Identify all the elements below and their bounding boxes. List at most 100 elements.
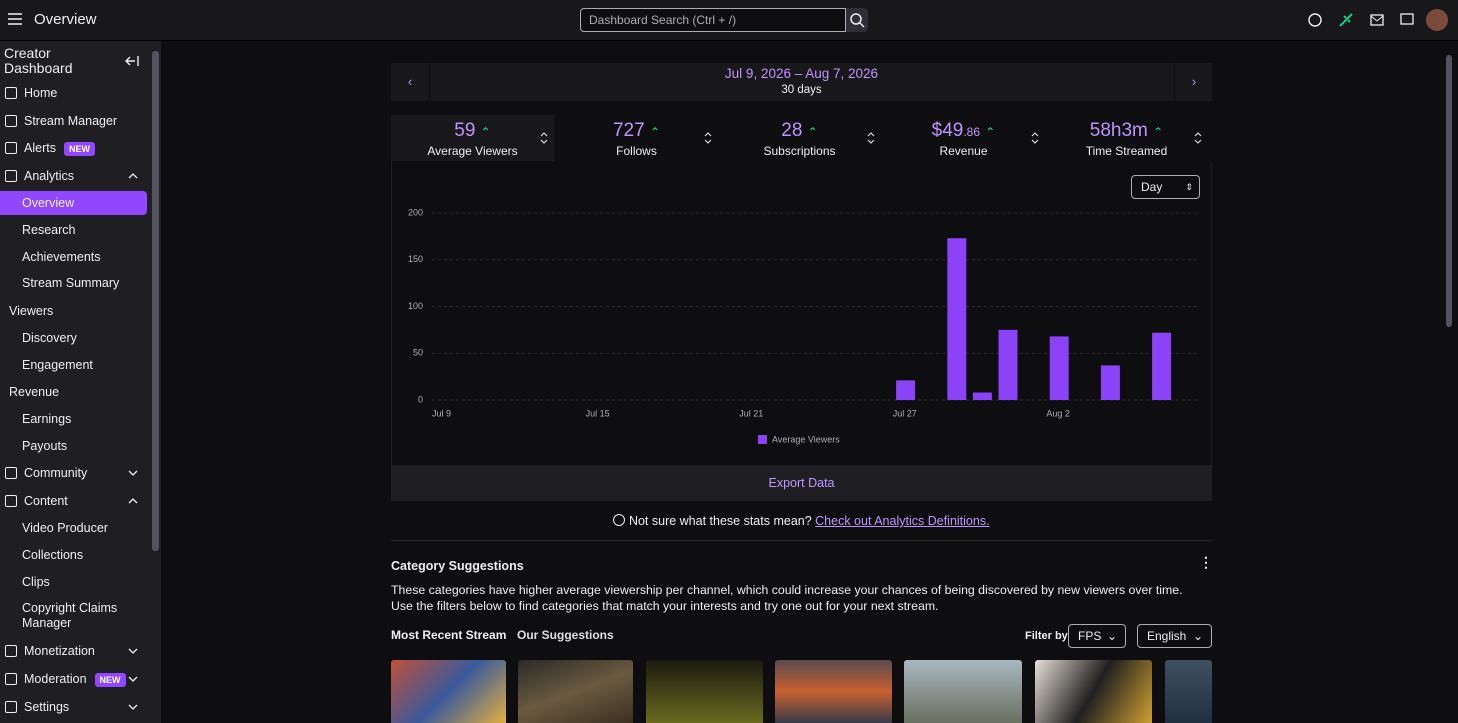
filter-label: Filter by (1025, 630, 1068, 642)
nav-item[interactable]: Community (0, 461, 147, 485)
nav-label: Earnings (22, 412, 72, 426)
nav-item[interactable]: Payouts (0, 434, 147, 458)
chart-card (391, 161, 1212, 465)
nav-label: Moderation (24, 672, 87, 686)
stat-label: Revenue (939, 144, 988, 158)
y-tick-label: 0 (418, 394, 423, 404)
nav-item[interactable]: Overview (0, 191, 147, 215)
nav-icon (5, 701, 17, 713)
nav-item[interactable]: Research (0, 218, 147, 242)
nav-item[interactable]: Copyright Claims Manager (0, 601, 147, 633)
nav-item[interactable]: Collections (0, 543, 147, 567)
x-tick-label: Jul 9 (432, 408, 451, 418)
bar (972, 392, 992, 400)
nav-label: Settings (24, 700, 70, 714)
sort-icon (704, 132, 712, 144)
stat-tab[interactable]: $49.86 ⌃ Revenue (882, 115, 1045, 161)
nav-icon (5, 115, 17, 127)
sort-icon (1194, 132, 1202, 144)
x-tick-label: Jul 15 (586, 408, 610, 418)
sidebar-scrollbar[interactable] (152, 51, 159, 551)
nav-label: Content (24, 494, 68, 508)
whisper-icon[interactable] (1399, 12, 1415, 28)
sort-icon (867, 132, 875, 144)
interval-select[interactable]: Day ⇕ (1131, 175, 1200, 199)
nav-label: Video Producer (22, 521, 108, 535)
filter-value: FPS (1078, 629, 1102, 643)
help-text: Not sure what these stats mean? (628, 514, 812, 528)
bar (896, 380, 916, 400)
nav-item[interactable]: Viewers (0, 299, 147, 323)
nav-item[interactable]: Clips (0, 570, 147, 594)
date-range: Jul 9, 2026 – Aug 7, 2026 (724, 66, 879, 81)
menu-button[interactable] (5, 9, 25, 29)
nav-item[interactable]: Home (0, 81, 147, 105)
nav-item[interactable]: Monetization (0, 639, 147, 663)
nav-item[interactable]: Stream Manager (0, 109, 147, 133)
nav-label: Stream Manager (24, 114, 118, 128)
filter-value: English (1147, 629, 1187, 643)
nav-item[interactable]: Discovery (0, 326, 147, 350)
nav-label: Collections (22, 548, 84, 562)
inbox-icon[interactable] (1369, 12, 1385, 28)
category-thumbnail[interactable] (518, 660, 633, 723)
nav-item[interactable]: Moderation NEW (0, 667, 147, 691)
tab[interactable]: Most Recent Stream (391, 628, 507, 642)
avatar[interactable] (1426, 9, 1448, 31)
nav-label: Overview (22, 196, 75, 210)
nav-item[interactable]: Achievements (0, 245, 147, 269)
filter-select[interactable]: English ⌄ (1137, 624, 1212, 648)
category-thumbnail[interactable] (646, 660, 763, 723)
nav-icon (5, 467, 17, 479)
prev-button[interactable]: ‹ (391, 63, 430, 101)
chevron (128, 173, 138, 179)
more-button[interactable]: ⋮ (1199, 554, 1213, 570)
stat-tab[interactable]: 727 ⌃ Follows (555, 115, 718, 161)
nav-item[interactable]: Stream Summary (0, 271, 147, 295)
nav-item[interactable]: Revenue (0, 380, 147, 404)
stat-value: $49 (931, 120, 964, 141)
divider (391, 540, 1212, 541)
nav-item[interactable]: Content (0, 489, 147, 513)
collapse-button[interactable] (124, 54, 140, 68)
x-tick-label: Jul 27 (893, 408, 917, 418)
sort-icon (540, 132, 548, 144)
date-bar: ‹ › Jul 9, 2026 – Aug 7, 2026 30 days (391, 63, 1212, 101)
crown-icon[interactable] (1338, 12, 1354, 28)
nav-item[interactable]: Alerts NEW (0, 136, 147, 160)
search-button[interactable] (846, 8, 868, 32)
category-thumbnail[interactable] (391, 660, 506, 723)
category-thumbnail[interactable] (775, 660, 892, 723)
chevron (128, 704, 138, 710)
nav-badge: NEW (63, 141, 95, 156)
stat-tab[interactable]: 28 ⌃ Subscriptions (718, 115, 881, 161)
filter-select[interactable]: FPS ⌄ (1068, 624, 1126, 648)
nav-item[interactable]: Earnings (0, 407, 147, 431)
category-thumbnail[interactable] (1035, 660, 1152, 723)
nav-item[interactable]: Engagement (0, 353, 147, 377)
export-button[interactable]: Export Data (391, 465, 1212, 501)
nav-item[interactable]: Settings (0, 695, 147, 719)
y-tick-label: 100 (408, 301, 423, 311)
help-icon[interactable] (1307, 12, 1323, 28)
search-input[interactable]: Dashboard Search (Ctrl + /) (580, 8, 846, 32)
stat-label: Average Viewers (427, 144, 518, 158)
stat-tab[interactable]: 59 ⌃ Average Viewers (391, 115, 554, 163)
nav-label: Monetization (24, 644, 95, 658)
stat-label: Follows (616, 144, 657, 158)
bar (1100, 365, 1120, 400)
y-tick-label: 50 (413, 348, 423, 358)
section-title: Category Suggestions (391, 559, 524, 573)
help-link[interactable]: Check out Analytics Definitions. (815, 514, 990, 528)
stat-tab[interactable]: 58h3m ⌃ Time Streamed (1045, 115, 1208, 161)
nav-item[interactable]: Video Producer (0, 516, 147, 540)
category-thumbnail[interactable] (904, 660, 1022, 723)
page-title: Overview (34, 11, 97, 28)
next-button[interactable]: › (1174, 63, 1213, 101)
nav-item[interactable]: Analytics (0, 164, 147, 188)
chart: text { font-family: "Liberation Sans", s… (408, 207, 1200, 444)
category-thumbnail[interactable] (1165, 660, 1212, 723)
tab[interactable]: Our Suggestions (517, 628, 614, 642)
page-scrollbar[interactable] (1446, 55, 1452, 327)
help-line: Not sure what these stats mean? Check ou… (391, 514, 1212, 528)
